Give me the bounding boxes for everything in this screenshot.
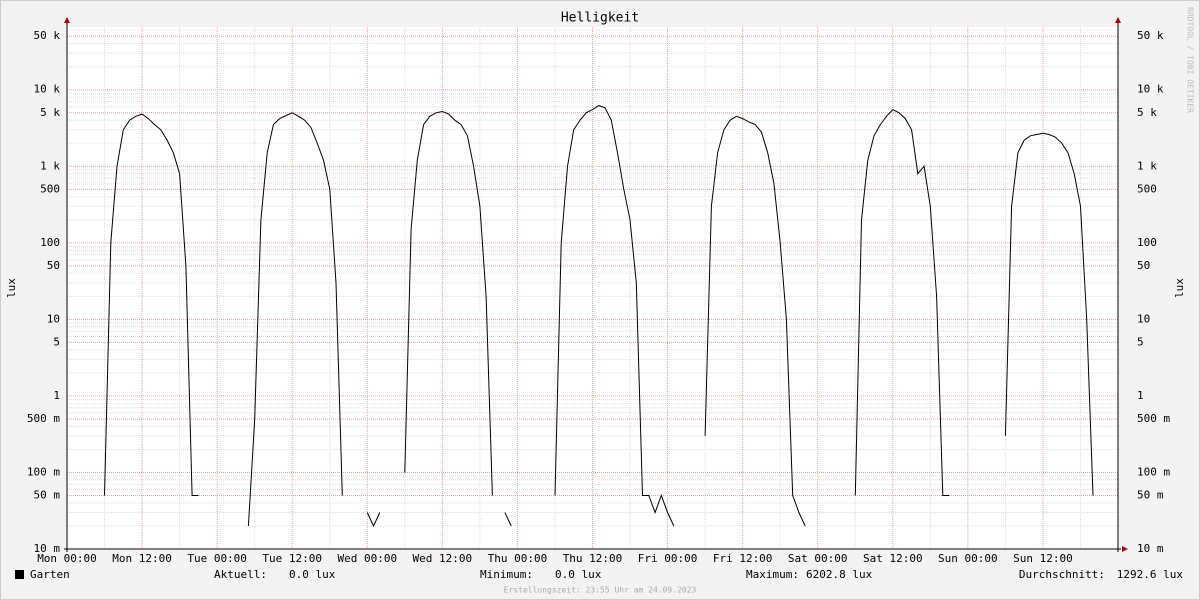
y-tick-label: 1	[53, 389, 60, 402]
legend-stat-value: 6202.8 lux	[806, 568, 873, 581]
legend-stat-value: 0.0 lux	[555, 568, 602, 581]
y2-tick-label: 50 k	[1137, 29, 1164, 42]
y-tick-label: 1 k	[40, 159, 60, 172]
x-tick-label: Sat 12:00	[863, 552, 923, 565]
legend-stat-label: Durchschnitt:	[1019, 568, 1105, 581]
y-tick-label: 10 k	[34, 83, 61, 96]
x-tick-label: Wed 12:00	[413, 552, 473, 565]
x-tick-label: Mon 12:00	[112, 552, 172, 565]
legend-stat-value: 1292.6 lux	[1117, 568, 1184, 581]
y-axis-label: lux	[5, 278, 18, 298]
y-tick-label: 500	[40, 182, 60, 195]
y2-tick-label: 5	[1137, 335, 1144, 348]
y-tick-label: 5	[53, 335, 60, 348]
y-tick-label: 50 m	[34, 488, 61, 501]
legend-stat-label: Aktuell:	[214, 568, 267, 581]
y-tick-label: 10	[47, 312, 60, 325]
watermark: RRDTOOL / TOBI OETIKER	[1186, 7, 1195, 113]
y2-tick-label: 5 k	[1137, 106, 1157, 119]
y2-tick-label: 10 m	[1137, 542, 1164, 555]
y2-tick-label: 50 m	[1137, 488, 1164, 501]
x-tick-label: Fri 12:00	[713, 552, 773, 565]
y2-tick-label: 10	[1137, 312, 1150, 325]
x-tick-label: Wed 00:00	[337, 552, 397, 565]
y-tick-label: 50 k	[34, 29, 61, 42]
y-tick-label: 500 m	[27, 412, 60, 425]
axis-arrow	[1122, 546, 1128, 552]
y2-tick-label: 500	[1137, 182, 1157, 195]
x-tick-label: Sun 12:00	[1013, 552, 1073, 565]
legend-stat-label: Minimum:	[480, 568, 533, 581]
axis-arrow	[64, 17, 70, 23]
y2-tick-label: 50	[1137, 259, 1150, 272]
axis-arrow	[1115, 17, 1121, 23]
x-tick-label: Tue 12:00	[262, 552, 322, 565]
y-tick-label: 100	[40, 236, 60, 249]
x-tick-label: Mon 00:00	[37, 552, 97, 565]
y2-tick-label: 10 k	[1137, 83, 1164, 96]
chart-title: Helligkeit	[561, 11, 639, 26]
legend-stat-label: Maximum:	[746, 568, 799, 581]
y-tick-label: 100 m	[27, 465, 60, 478]
y2-tick-label: 1	[1137, 389, 1144, 402]
y2-tick-label: 1 k	[1137, 159, 1157, 172]
x-tick-label: Sun 00:00	[938, 552, 998, 565]
x-tick-label: Thu 12:00	[563, 552, 623, 565]
x-tick-label: Thu 00:00	[488, 552, 548, 565]
y2-tick-label: 500 m	[1137, 412, 1170, 425]
legend-label: Garten	[30, 568, 70, 581]
x-tick-label: Fri 00:00	[638, 552, 698, 565]
footer: Erstellungszeit: 23:55 Uhr am 24.09.2023	[504, 586, 697, 595]
y2-axis-label: lux	[1173, 278, 1186, 298]
y2-tick-label: 100	[1137, 236, 1157, 249]
y2-tick-label: 100 m	[1137, 465, 1170, 478]
x-tick-label: Sat 00:00	[788, 552, 848, 565]
y-tick-label: 50	[47, 259, 60, 272]
y-tick-label: 5 k	[40, 106, 60, 119]
y-tick-label: 10 m	[34, 542, 61, 555]
legend-stat-value: 0.0 lux	[289, 568, 336, 581]
legend-swatch	[15, 570, 24, 579]
x-tick-label: Tue 00:00	[187, 552, 247, 565]
